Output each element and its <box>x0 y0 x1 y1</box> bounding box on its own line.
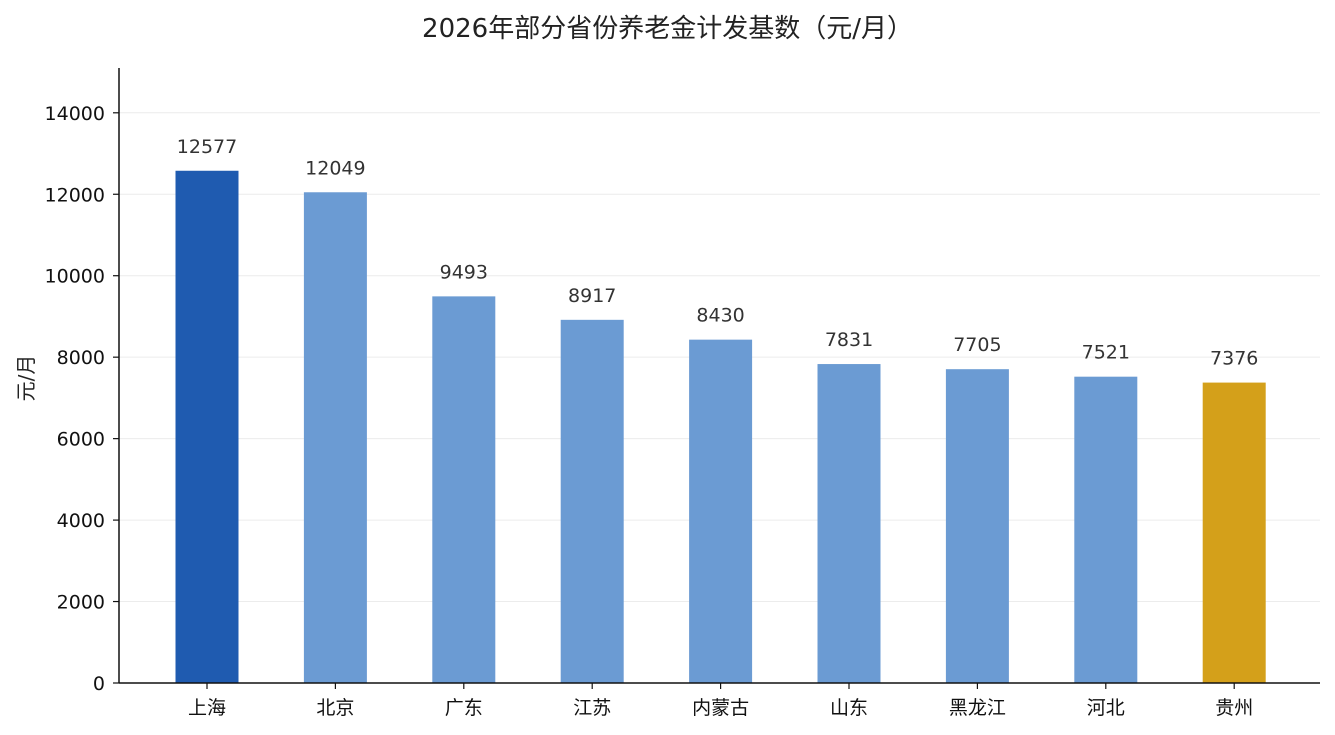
bar <box>1202 382 1266 683</box>
value-label: 8917 <box>568 285 616 307</box>
value-label: 12577 <box>177 136 237 158</box>
y-tick-label: 0 <box>93 673 105 695</box>
y-tick-label: 8000 <box>57 347 105 369</box>
bar <box>945 369 1009 683</box>
bar <box>175 170 239 684</box>
bar <box>432 296 496 683</box>
y-tick-label: 10000 <box>45 266 105 288</box>
x-tick-label: 江苏 <box>573 697 611 719</box>
x-tick-label: 上海 <box>188 697 226 719</box>
x-tick-label: 山东 <box>830 697 868 719</box>
value-label: 7705 <box>953 334 1001 356</box>
bar <box>689 339 753 683</box>
value-label: 12049 <box>305 157 365 179</box>
y-ticks: 0 2000 4000 6000 8000 10000 12000 14000 <box>45 103 119 695</box>
value-label: 7831 <box>825 329 873 351</box>
y-tick-label: 12000 <box>45 184 105 206</box>
bar <box>817 364 881 683</box>
y-tick-label: 14000 <box>45 103 105 125</box>
x-tick-label: 贵州 <box>1215 697 1253 719</box>
value-labels: 12577 12049 9493 8917 8430 7831 7705 7521 7376 <box>177 136 1259 370</box>
chart-title: 2026年部分省份养老金计发基数（元/月） <box>422 14 913 44</box>
bars <box>175 170 1266 684</box>
value-label: 7521 <box>1082 342 1130 364</box>
value-label: 9493 <box>440 261 488 283</box>
bar <box>1074 376 1138 683</box>
y-tick-label: 6000 <box>57 429 105 451</box>
value-label: 7376 <box>1210 348 1258 370</box>
bar <box>303 192 367 684</box>
x-tick-label: 北京 <box>316 697 354 719</box>
y-tick-label: 4000 <box>57 510 105 532</box>
x-ticks: 上海 北京 广东 江苏 内蒙古 山东 黑龙江 河北 贵州 <box>188 683 1253 719</box>
x-tick-label: 黑龙江 <box>949 697 1006 719</box>
axes <box>118 68 1320 684</box>
value-label: 8430 <box>696 305 744 327</box>
y-axis-label: 元/月 <box>14 355 38 402</box>
x-tick-label: 内蒙古 <box>692 697 749 719</box>
x-tick-label: 广东 <box>445 697 483 719</box>
x-tick-label: 河北 <box>1087 697 1125 719</box>
y-tick-label: 2000 <box>57 592 105 614</box>
bar <box>560 319 624 683</box>
